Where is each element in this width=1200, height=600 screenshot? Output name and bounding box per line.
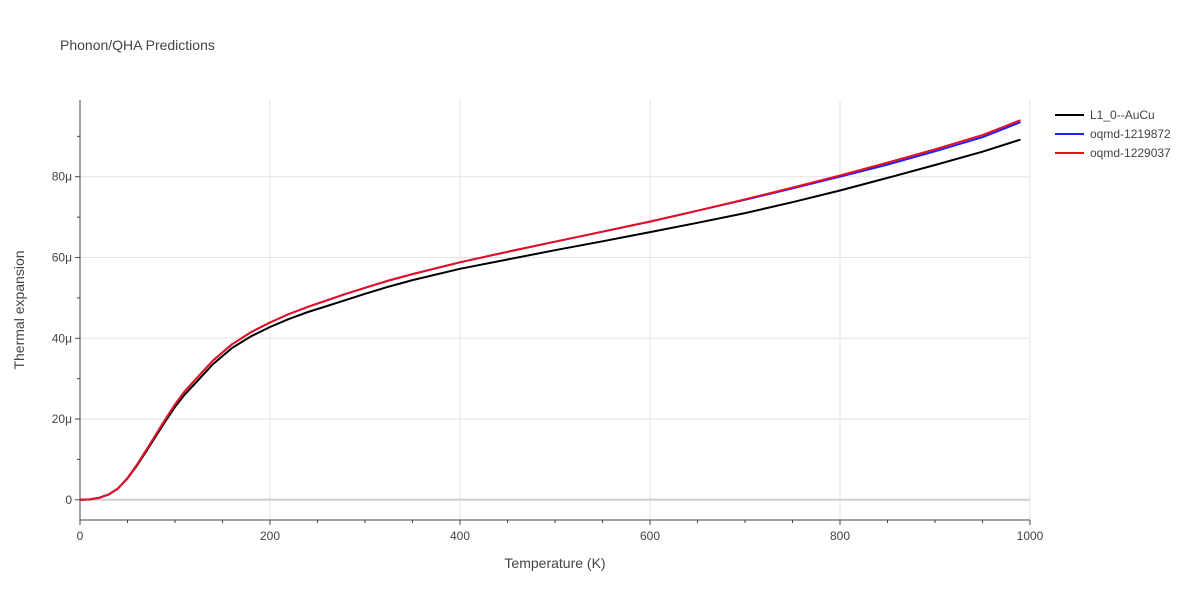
x-tick-label: 400 [450, 529, 470, 543]
legend-label: oqmd-1229037 [1090, 146, 1171, 160]
legend-label: oqmd-1219872 [1090, 127, 1171, 141]
series-layer [79, 119, 1021, 501]
chart-title: Phonon/QHA Predictions [60, 37, 215, 53]
x-tick-label: 0 [77, 529, 84, 543]
legend-label: L1_0--AuCu [1090, 108, 1155, 122]
series-line-L1_0--AuCu [79, 138, 1021, 501]
y-tick-label: 60μ [52, 251, 72, 265]
axes: 0 200 400 600 800 1000 0 20μ 40μ 60μ 80μ [52, 100, 1044, 543]
legend[interactable]: L1_0--AuCu oqmd-1219872 oqmd-1229037 [1055, 108, 1171, 160]
y-axis-title: Thermal expansion [11, 250, 27, 369]
legend-item[interactable]: oqmd-1229037 [1055, 146, 1171, 160]
legend-item[interactable]: oqmd-1219872 [1055, 127, 1171, 141]
x-tick-label: 200 [260, 529, 280, 543]
x-axis-title: Temperature (K) [504, 555, 605, 571]
series-line-oqmd-1229037 [79, 119, 1021, 501]
x-tick-label: 800 [830, 529, 850, 543]
y-tick-label: 80μ [52, 170, 72, 184]
y-tick-label: 0 [65, 493, 72, 507]
x-tick-label: 600 [640, 529, 660, 543]
gridlines [80, 100, 1031, 520]
series-line-oqmd-1219872 [79, 121, 1021, 501]
legend-item[interactable]: L1_0--AuCu [1055, 108, 1155, 122]
x-tick-label: 1000 [1017, 529, 1044, 543]
y-tick-label: 20μ [52, 412, 72, 426]
y-tick-label: 40μ [52, 331, 72, 345]
